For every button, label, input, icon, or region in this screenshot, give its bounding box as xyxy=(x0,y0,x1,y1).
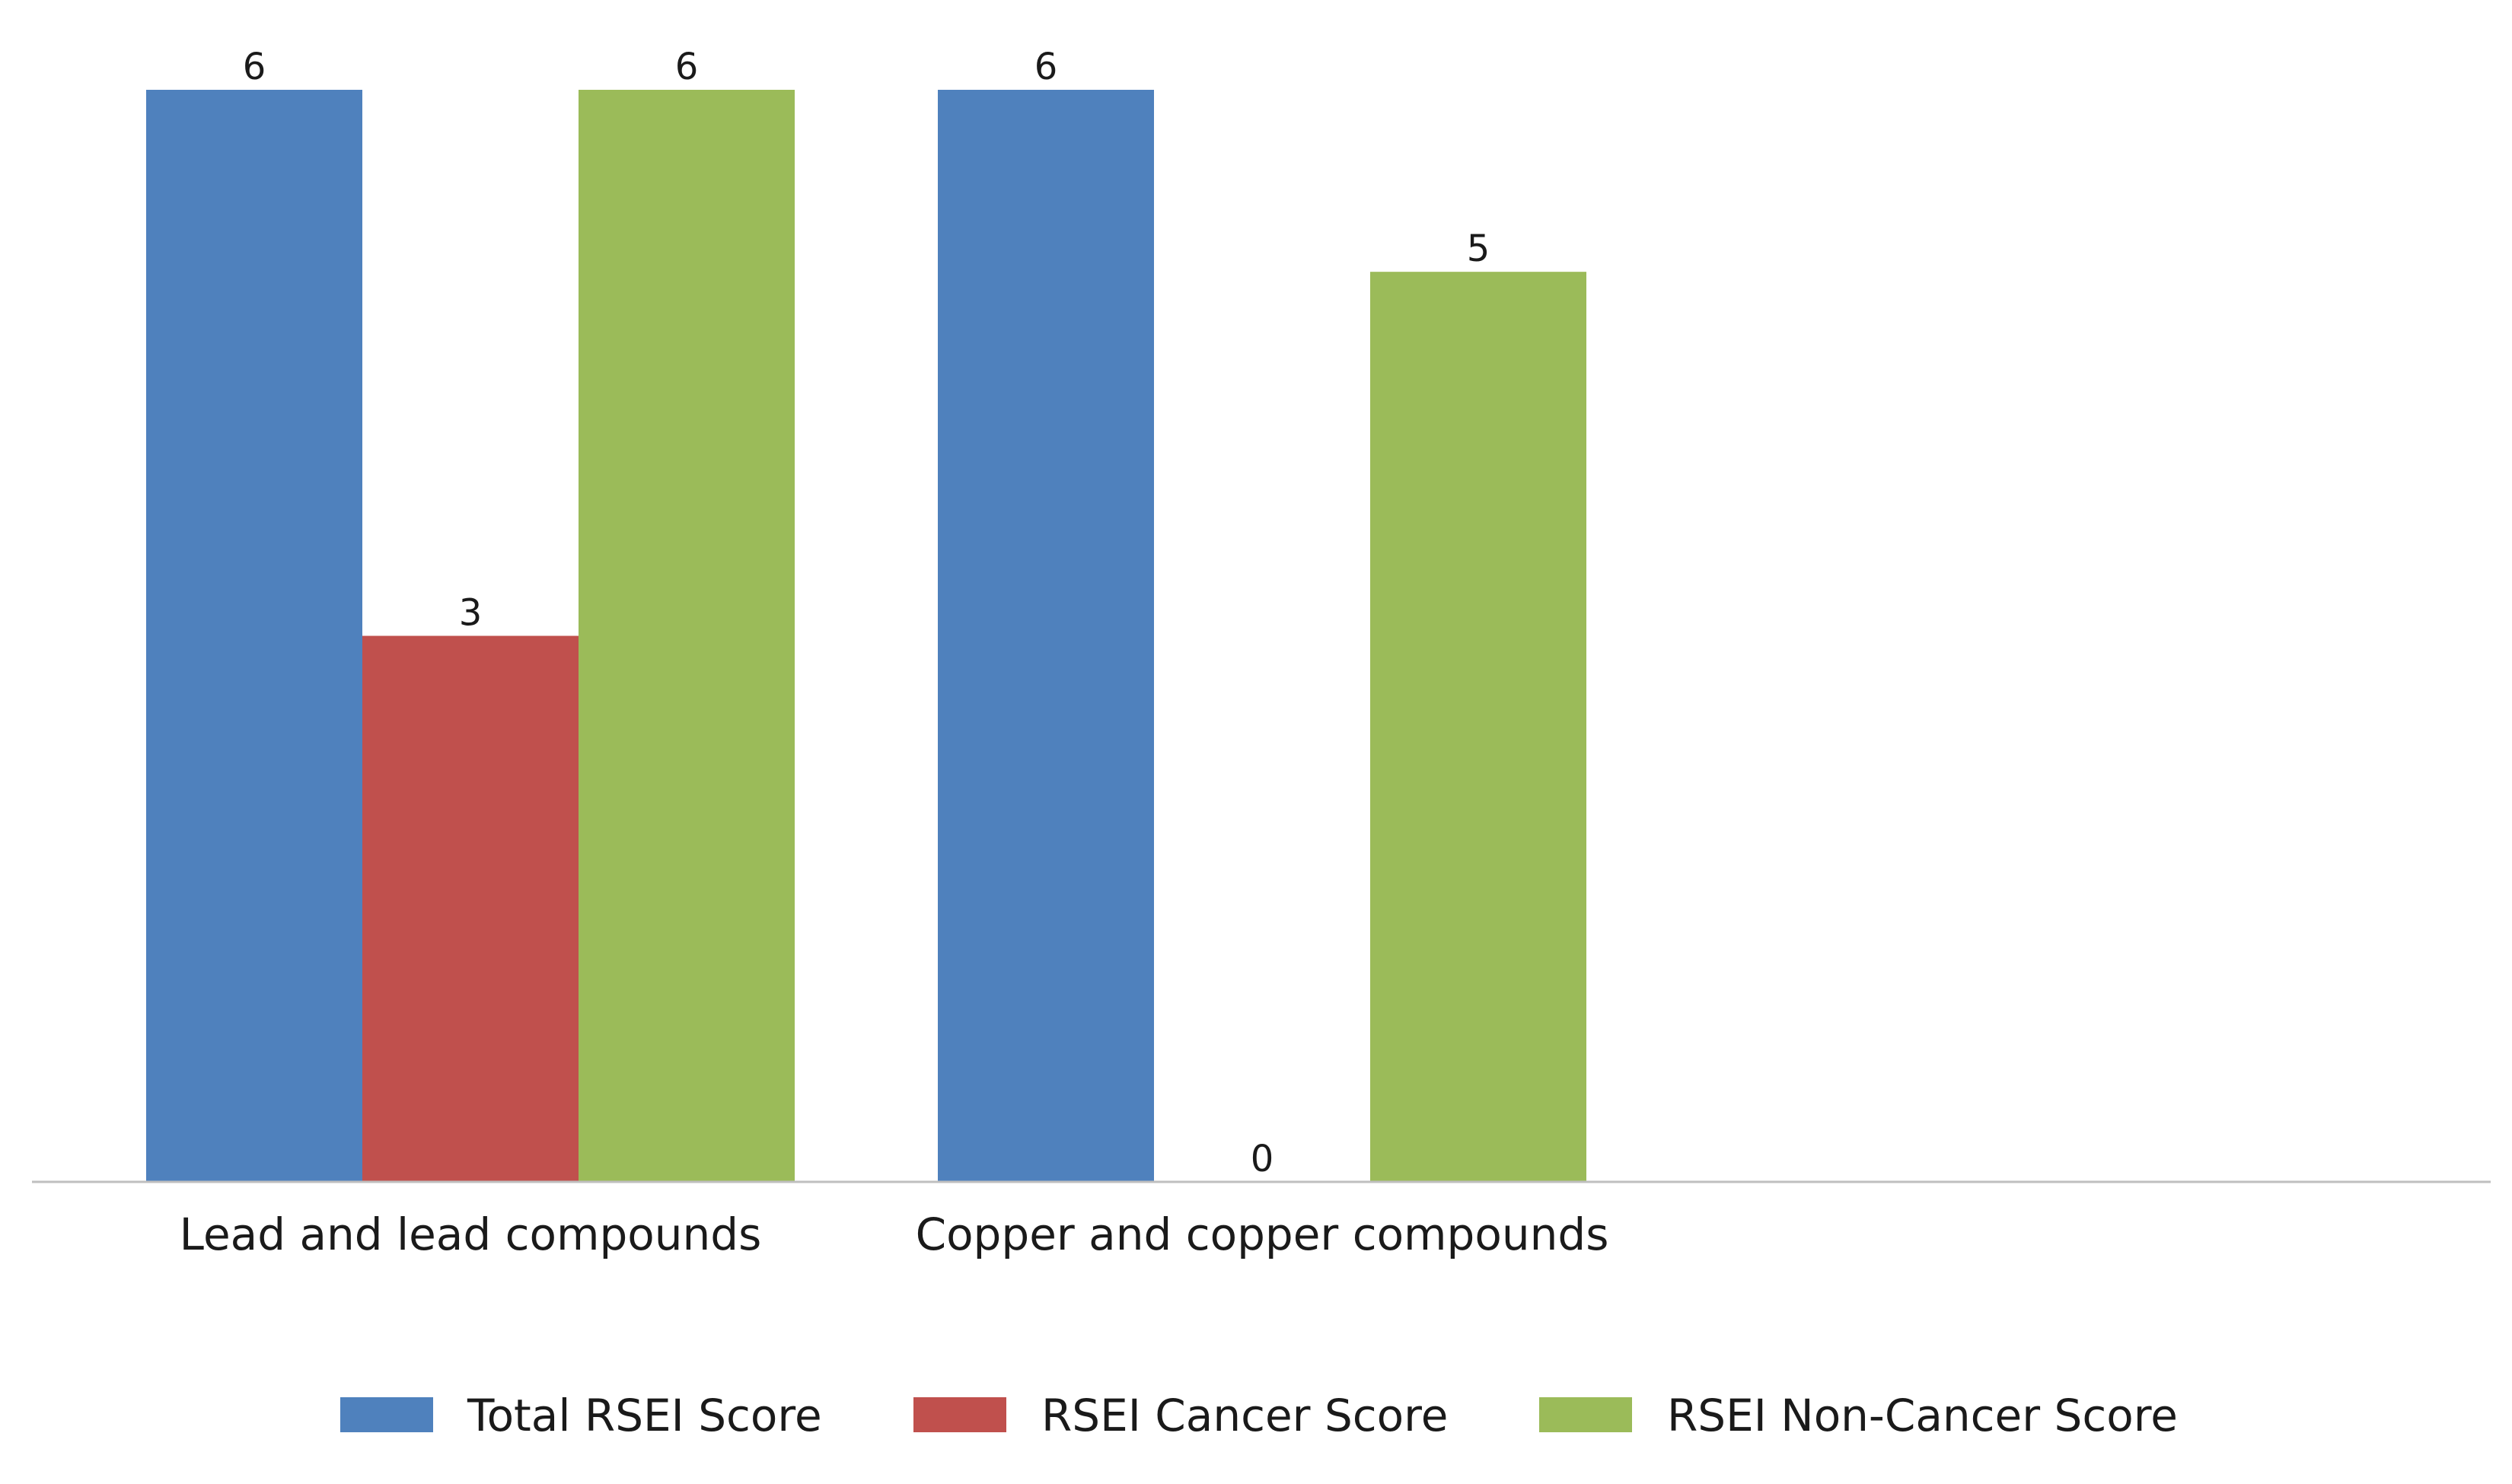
bar-total-rsei-score-lead-and-lead-compounds xyxy=(146,90,362,1182)
bar-value-label: 5 xyxy=(1467,228,1490,270)
category-labels: Lead and lead compounds Copper and copper… xyxy=(180,1209,1609,1260)
legend-label-total-rsei-score: Total RSEI Score xyxy=(467,1390,822,1441)
bar-rsei-cancer-score-lead-and-lead-compounds xyxy=(362,635,579,1182)
category-label: Copper and copper compounds xyxy=(916,1209,1609,1260)
bar-value-label: 0 xyxy=(1251,1138,1274,1180)
legend-label-rsei-cancer-score: RSEI Cancer Score xyxy=(1041,1390,1448,1441)
bar-total-rsei-score-copper-and-copper-compounds xyxy=(938,90,1154,1182)
category-label: Lead and lead compounds xyxy=(180,1209,762,1260)
bar-value-labels: 6 3 6 6 0 5 xyxy=(243,46,1490,1180)
bar-value-label: 3 xyxy=(459,592,483,635)
legend-swatch-rsei-non-cancer-score xyxy=(1539,1397,1632,1432)
bar-value-label: 6 xyxy=(675,46,699,88)
legend-swatch-total-rsei-score xyxy=(340,1397,433,1432)
legend-swatch-rsei-cancer-score xyxy=(913,1397,1006,1432)
bar-value-label: 6 xyxy=(1034,46,1058,88)
bar-rsei-non-cancer-score-lead-and-lead-compounds xyxy=(579,90,795,1182)
bars-layer xyxy=(146,90,1586,1183)
legend: Total RSEI Score RSEI Cancer Score RSEI No… xyxy=(340,1390,2178,1441)
legend-label-rsei-non-cancer-score: RSEI Non-Cancer Score xyxy=(1667,1390,2178,1441)
bar-value-label: 6 xyxy=(243,46,266,88)
bar-rsei-non-cancer-score-copper-and-copper-compounds xyxy=(1370,272,1586,1183)
